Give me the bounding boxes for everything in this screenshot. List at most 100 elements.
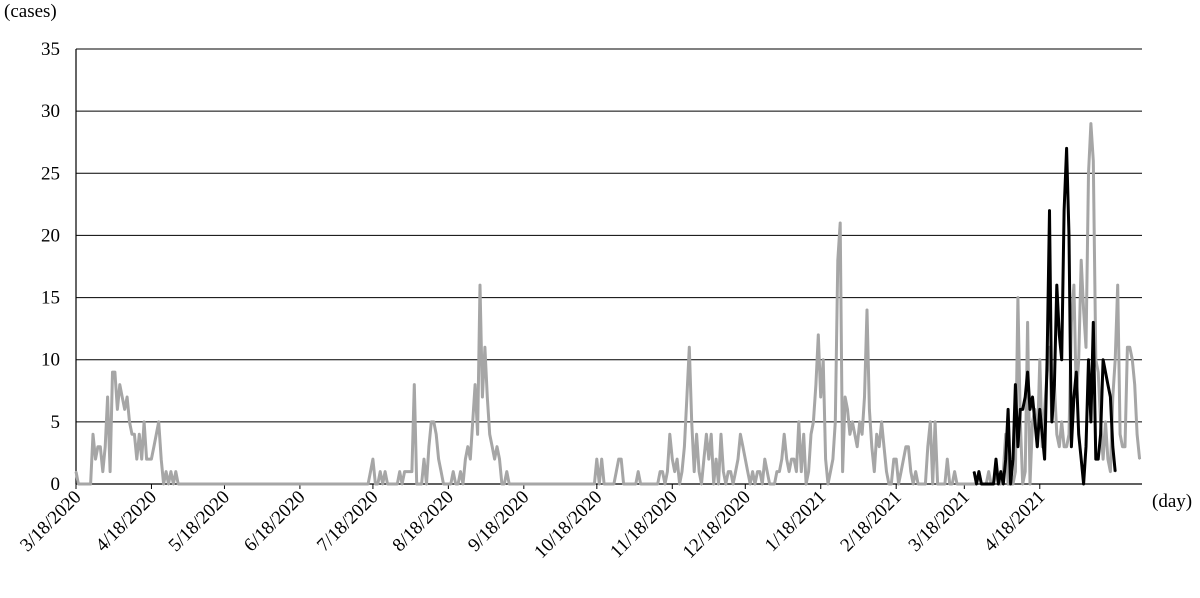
data-point <box>394 483 396 485</box>
data-point <box>1056 433 1058 435</box>
data-point <box>988 471 990 473</box>
x-unit-label: (day) <box>1152 491 1192 512</box>
data-point <box>693 471 695 473</box>
data-point <box>94 458 97 460</box>
data-point <box>654 483 656 485</box>
x-tick-label: 8/18/2020 <box>389 487 458 556</box>
data-point <box>75 471 77 473</box>
data-point <box>808 471 810 473</box>
data-point <box>854 433 856 435</box>
data-point <box>756 471 759 473</box>
data-point <box>486 396 488 398</box>
data-point <box>165 471 167 473</box>
data-point <box>141 458 143 460</box>
x-tick-labels: 3/18/2020 4/18/2020 5/18/2020 6/18/2020 7/18… <box>16 484 1049 563</box>
data-point <box>610 483 613 485</box>
data-point <box>722 471 725 473</box>
data-point <box>1017 446 1019 448</box>
data-point <box>479 284 481 286</box>
data-point <box>822 359 824 361</box>
data-point <box>413 384 415 386</box>
data-point <box>871 446 873 448</box>
data-point <box>859 421 861 423</box>
data-point <box>1095 458 1097 460</box>
data-point <box>119 384 121 386</box>
data-point <box>1048 210 1051 212</box>
data-point <box>1078 359 1080 361</box>
data-point <box>1073 396 1075 398</box>
data-point <box>924 483 927 485</box>
data-point <box>778 471 781 473</box>
data-point <box>1039 408 1041 410</box>
data-point <box>868 408 871 410</box>
data-point <box>158 421 160 423</box>
data-point <box>1029 408 1031 410</box>
data-point <box>842 471 844 473</box>
data-point <box>623 483 625 485</box>
data-point <box>1019 408 1021 410</box>
data-point <box>1007 483 1009 485</box>
data-point <box>374 483 376 485</box>
data-point <box>107 396 109 398</box>
data-point <box>1124 446 1126 448</box>
data-point <box>958 483 961 485</box>
data-point <box>861 433 863 435</box>
data-point <box>489 433 491 435</box>
data-point <box>1029 483 1031 485</box>
data-point <box>985 483 987 485</box>
data-point <box>929 421 931 423</box>
data-point <box>795 471 798 473</box>
data-point <box>377 483 379 485</box>
data-point <box>1031 421 1034 423</box>
data-point <box>104 446 106 448</box>
data-point <box>1078 433 1080 435</box>
data-point <box>781 458 783 460</box>
data-point <box>939 483 941 485</box>
data-point <box>917 483 919 485</box>
x-tick-label: 11/18/2020 <box>606 487 682 563</box>
data-point <box>1095 359 1097 361</box>
data-point <box>477 433 479 435</box>
data-point <box>637 471 639 473</box>
data-point <box>910 471 912 473</box>
y-tick-labels: 0 5 10 15 20 25 30 35 <box>41 39 60 495</box>
data-point <box>416 483 418 485</box>
data-point <box>1061 359 1063 361</box>
data-point <box>708 458 710 460</box>
data-point <box>462 483 464 485</box>
x-tick-label: 3/18/2020 <box>16 487 85 556</box>
data-point <box>396 483 398 485</box>
data-point <box>1066 147 1068 149</box>
data-point <box>126 396 128 398</box>
data-point <box>983 483 985 485</box>
data-point <box>598 483 600 485</box>
data-point <box>793 458 795 460</box>
data-point <box>433 421 435 423</box>
data-point <box>1044 458 1046 460</box>
data-point <box>912 483 914 485</box>
data-point <box>688 346 690 348</box>
data-point <box>742 446 744 448</box>
data-point <box>469 458 471 460</box>
data-point <box>1053 384 1055 386</box>
data-point <box>769 483 771 485</box>
data-point <box>484 346 486 348</box>
data-point <box>1085 346 1087 348</box>
data-point <box>1014 384 1017 386</box>
data-point <box>143 421 145 423</box>
data-point <box>80 483 82 485</box>
data-point <box>735 471 737 473</box>
data-point <box>946 458 948 460</box>
data-point <box>671 458 673 460</box>
data-point <box>754 483 756 485</box>
data-point <box>817 334 819 336</box>
data-point <box>498 458 501 460</box>
data-point <box>900 471 902 473</box>
x-tick-label: 2/18/2021 <box>836 487 905 556</box>
data-point <box>810 433 812 435</box>
data-point <box>703 458 705 460</box>
data-point <box>954 471 956 473</box>
data-point <box>379 471 381 473</box>
data-point <box>1109 396 1111 398</box>
x-tick-label: 7/18/2020 <box>313 487 382 556</box>
